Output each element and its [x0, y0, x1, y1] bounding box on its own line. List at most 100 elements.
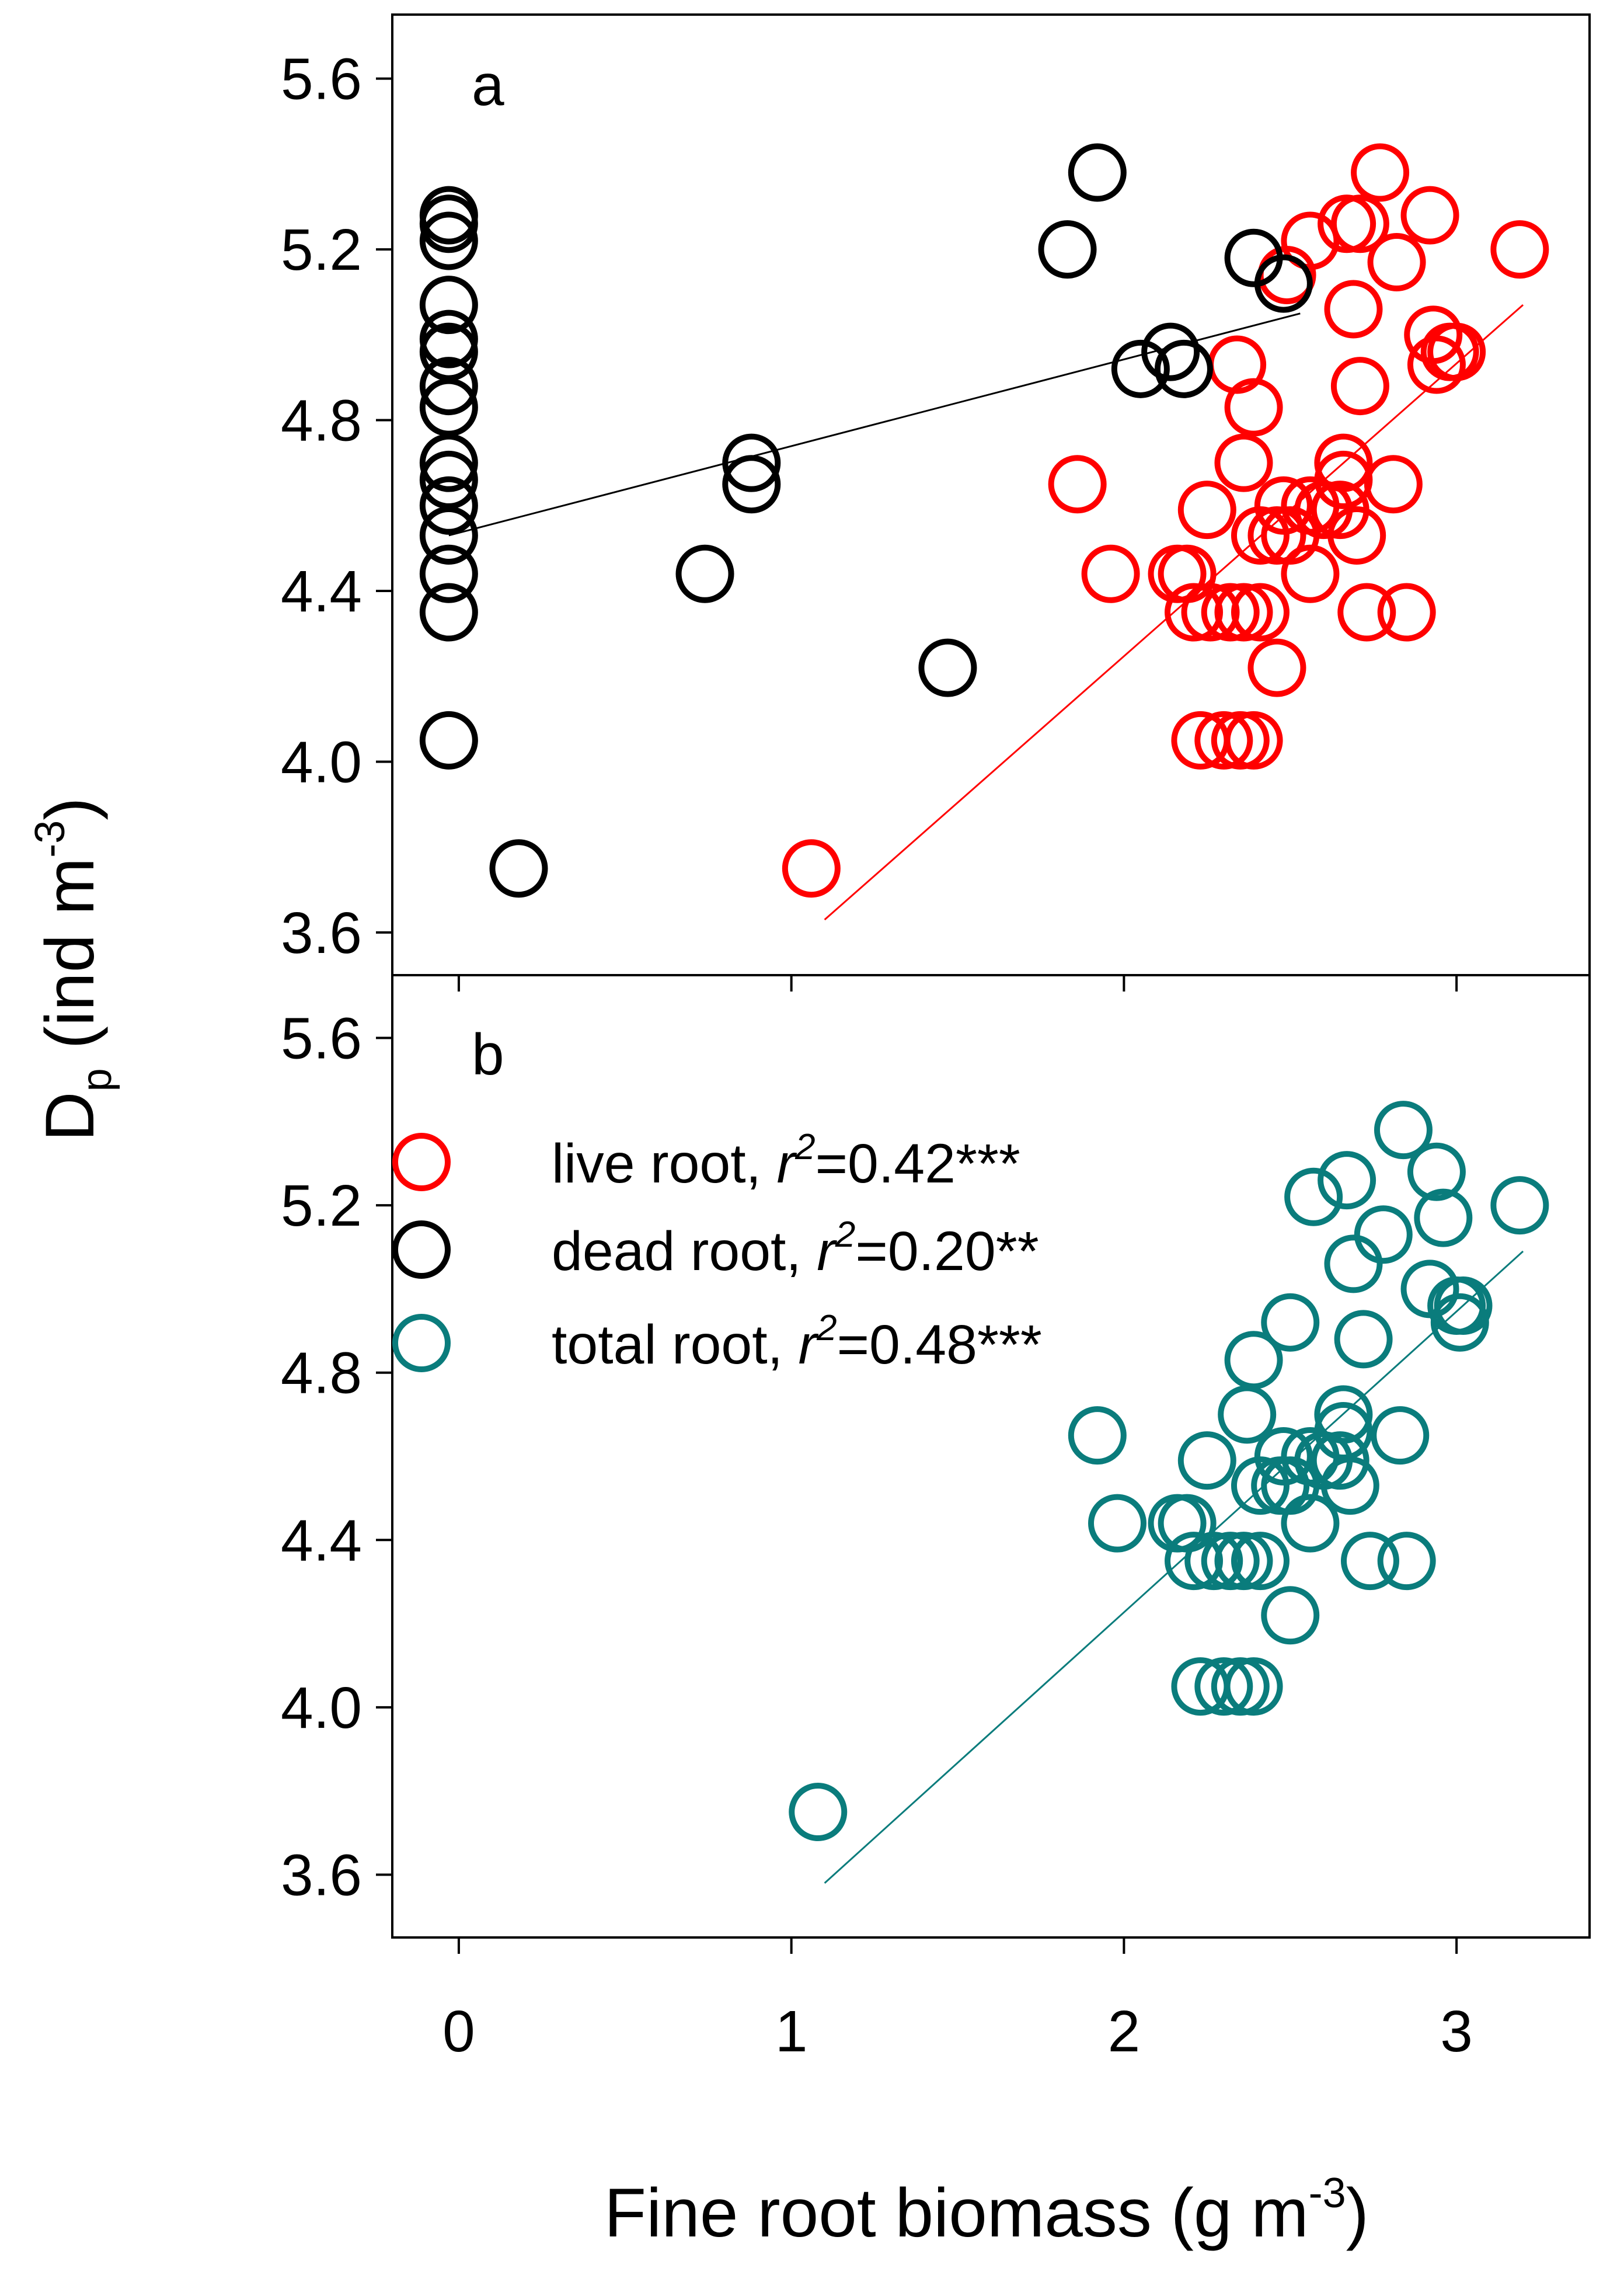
data-point-dead-1: [419, 194, 478, 253]
data-point-total-41: [1414, 1188, 1473, 1247]
data-point-total-17: [1261, 1293, 1320, 1352]
data-point-dead-26: [1254, 254, 1313, 313]
x-tick-label-1: 1: [775, 1999, 808, 2064]
panel-a: 3.6 4.0 4.4 4.8 5.2 5.6: [281, 13, 1591, 992]
data-point-dead-5: [419, 322, 478, 381]
data-point-dead-24: [1154, 339, 1213, 398]
data-point-dead-4: [419, 309, 478, 368]
y-tick-label-b-3: 4.8: [281, 1341, 362, 1406]
data-point-total-1: [1068, 1406, 1127, 1465]
data-point-live-38: [1377, 583, 1436, 642]
panel-b-letter: b: [472, 1022, 504, 1087]
data-point-total-30: [1334, 1310, 1393, 1369]
data-point-dead-14: [419, 711, 478, 770]
data-point-dead-20: [1038, 220, 1097, 279]
x-axis-title: Fine root biomass (g m-3): [604, 2170, 1369, 2252]
y-tick-label-b-5: 5.6: [281, 1006, 362, 1071]
data-point-total-8: [1201, 1532, 1260, 1591]
data-point-total-26: [1311, 1431, 1369, 1490]
data-point-total-10: [1231, 1532, 1290, 1591]
y-tick-label-b-4: 5.2: [281, 1173, 362, 1239]
data-point-total-44: [1430, 1293, 1489, 1352]
data-point-live-10: [1231, 583, 1290, 642]
data-point-total-33: [1284, 1167, 1343, 1226]
data-point-dead-13: [419, 583, 478, 642]
data-point-live-17: [1208, 335, 1267, 394]
data-point-total-45: [1490, 1176, 1549, 1235]
data-point-live-12: [1194, 711, 1253, 770]
data-point-live-44: [1490, 220, 1549, 279]
data-point-dead-11: [419, 506, 478, 565]
plot-frame-a: [391, 13, 1591, 976]
data-point-dead-10: [419, 476, 478, 535]
data-point-live-0: [782, 839, 841, 898]
data-point-total-14: [1224, 1657, 1283, 1716]
data-point-dead-21: [1068, 143, 1127, 202]
data-point-dead-7: [419, 378, 478, 437]
data-point-total-35: [1354, 1205, 1413, 1264]
data-point-total-29: [1320, 1456, 1379, 1515]
fit-line-total-b: [824, 1250, 1524, 1884]
y-tick-label-a-1: 4.0: [281, 729, 362, 795]
x-tick-label-3: 3: [1440, 1999, 1473, 2064]
data-point-live-31: [1324, 280, 1383, 339]
data-point-total-0: [789, 1783, 848, 1842]
data-point-total-36: [1371, 1406, 1430, 1465]
data-point-total-5: [1177, 1431, 1236, 1490]
data-point-total-23: [1281, 1494, 1340, 1553]
data-point-dead-3: [419, 276, 478, 335]
data-point-live-13: [1211, 711, 1270, 770]
legend-live-label: live root, r2=0.42***: [552, 1127, 1020, 1195]
data-point-live-23: [1281, 544, 1340, 603]
data-point-dead-12: [419, 544, 478, 603]
data-point-dead-19: [918, 638, 977, 697]
data-point-live-19: [1247, 506, 1306, 565]
data-point-live-35: [1367, 233, 1426, 292]
data-point-dead-22: [1111, 339, 1170, 398]
data-point-total-37: [1340, 1532, 1399, 1591]
data-point-live-15: [1214, 433, 1273, 492]
y-tick-label-a-2: 4.4: [281, 559, 362, 624]
data-point-dead-17: [722, 433, 781, 492]
data-point-total-13: [1211, 1657, 1270, 1716]
data-point-total-38: [1377, 1532, 1436, 1591]
x-tick-label-2: 2: [1108, 1999, 1141, 2064]
data-point-total-21: [1254, 1427, 1313, 1486]
y-tick-label-a-0: 3.6: [281, 900, 362, 966]
y-tick-label-b-0: 3.6: [281, 1843, 362, 1908]
legend-live-marker: [392, 1133, 451, 1191]
data-point-total-15: [1218, 1385, 1277, 1444]
y-tick-label-a-4: 5.2: [281, 217, 362, 283]
data-point-live-9: [1214, 583, 1273, 642]
y-tick-label-a-5: 5.6: [281, 47, 362, 112]
data-point-total-2: [1088, 1494, 1146, 1553]
data-point-total-31: [1324, 1234, 1383, 1293]
data-point-dead-15: [489, 839, 548, 898]
plot-frame-b: [391, 974, 1591, 1939]
panel-a-letter: a: [472, 53, 504, 118]
data-point-live-21: [1254, 476, 1313, 535]
data-point-live-29: [1327, 506, 1386, 565]
data-point-live-33: [1318, 194, 1376, 253]
data-point-dead-18: [722, 455, 781, 514]
fit-line-live-a: [824, 304, 1524, 921]
legend-total-label: total root, r2=0.48***: [552, 1308, 1042, 1376]
data-point-live-5: [1177, 481, 1236, 540]
data-point-total-34: [1374, 1101, 1433, 1160]
data-point-total-16: [1224, 1331, 1283, 1390]
data-point-total-22: [1261, 1586, 1320, 1645]
data-point-live-43: [1427, 322, 1486, 381]
legend: live root, r2=0.42*** dead root, r2=0.20…: [392, 1127, 1042, 1376]
data-point-total-12: [1194, 1657, 1253, 1716]
data-point-live-22: [1247, 638, 1306, 697]
data-point-total-32: [1318, 1151, 1376, 1210]
data-point-live-36: [1364, 455, 1423, 514]
data-point-live-27: [1314, 433, 1373, 492]
y-tick-label-a-3: 4.8: [281, 388, 362, 454]
data-point-dead-9: [419, 450, 478, 509]
data-point-live-30: [1330, 357, 1389, 416]
data-point-dead-8: [419, 433, 478, 492]
legend-dead-label: dead root, r2=0.20**: [552, 1215, 1039, 1282]
data-point-total-9: [1214, 1532, 1273, 1591]
